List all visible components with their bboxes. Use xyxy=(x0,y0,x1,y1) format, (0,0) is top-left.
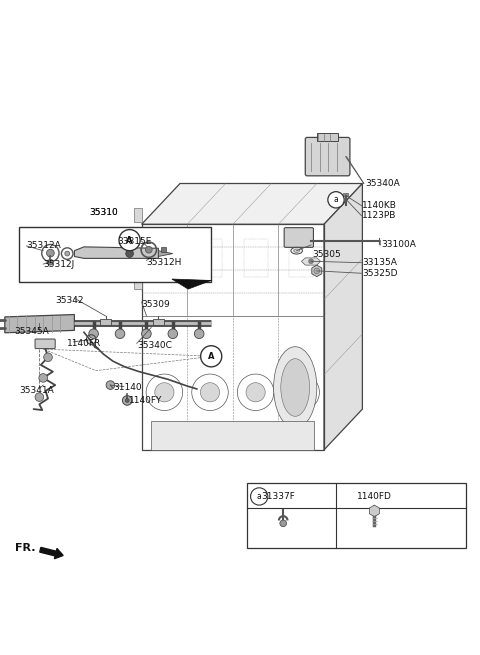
Polygon shape xyxy=(5,314,74,333)
Polygon shape xyxy=(324,183,362,450)
Circle shape xyxy=(194,329,204,339)
Bar xyxy=(134,208,142,222)
Circle shape xyxy=(145,246,152,253)
Circle shape xyxy=(48,259,53,265)
Bar xyxy=(151,421,314,450)
FancyArrow shape xyxy=(40,548,63,559)
Text: 35312J: 35312J xyxy=(43,259,74,269)
Circle shape xyxy=(65,251,70,256)
Bar xyxy=(247,483,466,548)
Circle shape xyxy=(155,383,174,402)
Bar xyxy=(142,224,324,450)
Text: 33100A: 33100A xyxy=(382,240,417,250)
Ellipse shape xyxy=(294,249,300,252)
Circle shape xyxy=(125,398,129,402)
FancyBboxPatch shape xyxy=(284,228,313,248)
Circle shape xyxy=(328,192,344,208)
Bar xyxy=(317,132,338,141)
Circle shape xyxy=(168,329,178,339)
Text: 35312H: 35312H xyxy=(146,257,182,267)
Text: 33815E: 33815E xyxy=(118,236,152,246)
Text: 33135A: 33135A xyxy=(362,258,397,267)
Polygon shape xyxy=(370,505,379,517)
Text: 1123PB: 1123PB xyxy=(362,211,397,220)
Text: 35305: 35305 xyxy=(312,250,341,259)
Bar xyxy=(152,238,176,277)
Text: 35309: 35309 xyxy=(142,300,170,309)
Ellipse shape xyxy=(291,248,302,254)
Text: a: a xyxy=(334,195,338,204)
Circle shape xyxy=(35,393,44,402)
Circle shape xyxy=(142,329,151,339)
Circle shape xyxy=(89,329,98,339)
Bar xyxy=(198,238,222,277)
Text: 35340A: 35340A xyxy=(365,179,399,188)
Text: 1140KB: 1140KB xyxy=(362,201,397,210)
Circle shape xyxy=(314,268,320,274)
Polygon shape xyxy=(301,258,321,265)
Ellipse shape xyxy=(274,346,317,428)
Circle shape xyxy=(201,383,220,402)
Circle shape xyxy=(280,520,287,527)
Text: 31337F: 31337F xyxy=(262,492,295,501)
Text: 35345A: 35345A xyxy=(14,327,49,336)
Bar xyxy=(19,227,211,282)
Circle shape xyxy=(309,259,313,264)
Circle shape xyxy=(291,383,311,402)
Circle shape xyxy=(122,396,132,405)
Bar xyxy=(134,274,142,289)
Bar xyxy=(289,238,313,277)
Ellipse shape xyxy=(281,359,310,417)
Circle shape xyxy=(44,353,52,362)
FancyBboxPatch shape xyxy=(35,339,55,348)
Polygon shape xyxy=(172,279,211,289)
Circle shape xyxy=(246,383,265,402)
Text: 35342: 35342 xyxy=(55,296,84,305)
Polygon shape xyxy=(312,265,322,276)
Circle shape xyxy=(201,346,222,367)
Bar xyxy=(243,238,267,277)
Bar xyxy=(134,241,142,255)
Circle shape xyxy=(119,230,140,251)
Text: 31140: 31140 xyxy=(113,383,142,392)
Polygon shape xyxy=(142,183,362,224)
Text: 35340C: 35340C xyxy=(137,341,172,350)
Text: A: A xyxy=(208,352,215,361)
Text: 1140FR: 1140FR xyxy=(67,339,101,348)
Text: 1140FY: 1140FY xyxy=(129,396,162,405)
Text: 35310: 35310 xyxy=(89,208,118,217)
Circle shape xyxy=(47,250,54,257)
Text: 1140FD: 1140FD xyxy=(357,492,392,501)
Bar xyxy=(343,193,348,195)
Text: FR.: FR. xyxy=(15,543,36,553)
Bar xyxy=(153,320,164,325)
Circle shape xyxy=(106,381,115,390)
Polygon shape xyxy=(158,251,173,257)
Text: a: a xyxy=(257,492,262,501)
Text: 35312A: 35312A xyxy=(26,242,61,250)
FancyBboxPatch shape xyxy=(305,138,350,176)
Text: 35341A: 35341A xyxy=(19,386,54,396)
Bar xyxy=(161,248,166,252)
Circle shape xyxy=(126,250,133,257)
Circle shape xyxy=(251,488,268,505)
Text: 35310: 35310 xyxy=(89,208,118,217)
Polygon shape xyxy=(74,247,158,258)
Circle shape xyxy=(115,329,125,339)
Circle shape xyxy=(39,373,48,383)
Bar xyxy=(100,320,111,325)
Text: 35325D: 35325D xyxy=(362,269,398,278)
Text: A: A xyxy=(126,236,133,244)
